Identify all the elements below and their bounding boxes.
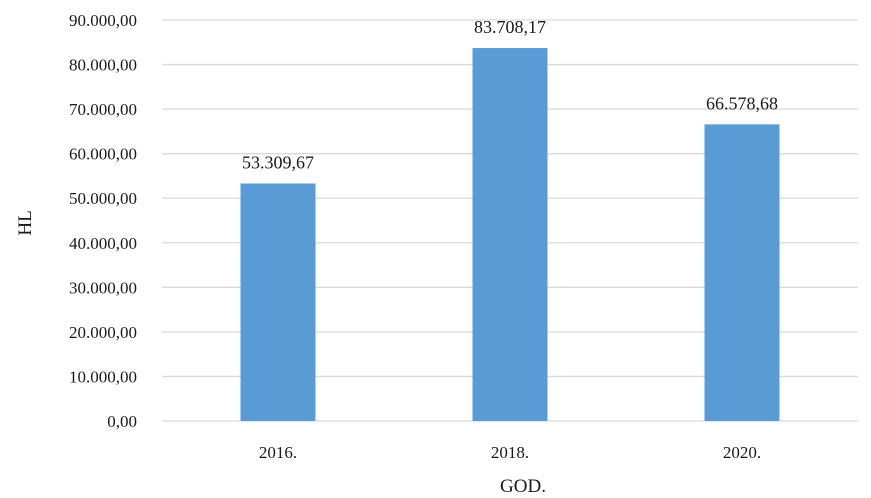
bar xyxy=(240,183,316,421)
x-tick-label: 2018. xyxy=(491,443,529,462)
y-tick-label: 30.000,00 xyxy=(69,278,137,297)
y-axis-title: HL xyxy=(15,210,36,235)
data-label: 83.708,17 xyxy=(474,17,546,37)
y-tick-label: 90.000,00 xyxy=(69,11,137,30)
y-tick-label: 0,00 xyxy=(107,412,137,431)
x-tick-label: 2016. xyxy=(259,443,297,462)
y-tick-label: 20.000,00 xyxy=(69,323,137,342)
bar xyxy=(472,48,548,421)
data-labels: 53.309,67 83.708,17 66.578,68 xyxy=(242,17,778,172)
y-tick-label: 60.000,00 xyxy=(69,145,137,164)
data-label: 53.309,67 xyxy=(242,152,314,172)
y-tick-label: 50.000,00 xyxy=(69,189,137,208)
x-tick-label: 2020. xyxy=(723,443,761,462)
y-axis-tick-labels: 0,00 10.000,00 20.000,00 30.000,00 40.000,00… xyxy=(69,11,137,431)
y-tick-label: 10.000,00 xyxy=(69,367,137,386)
bar xyxy=(704,124,780,422)
y-tick-label: 40.000,00 xyxy=(69,234,137,253)
x-axis-title: GOD. xyxy=(500,476,546,497)
bars xyxy=(240,48,780,422)
y-tick-label: 70.000,00 xyxy=(69,100,137,119)
y-tick-label: 80.000,00 xyxy=(69,56,137,75)
data-label: 66.578,68 xyxy=(706,93,778,113)
x-axis-tick-labels: 2016. 2018. 2020. xyxy=(259,443,761,462)
